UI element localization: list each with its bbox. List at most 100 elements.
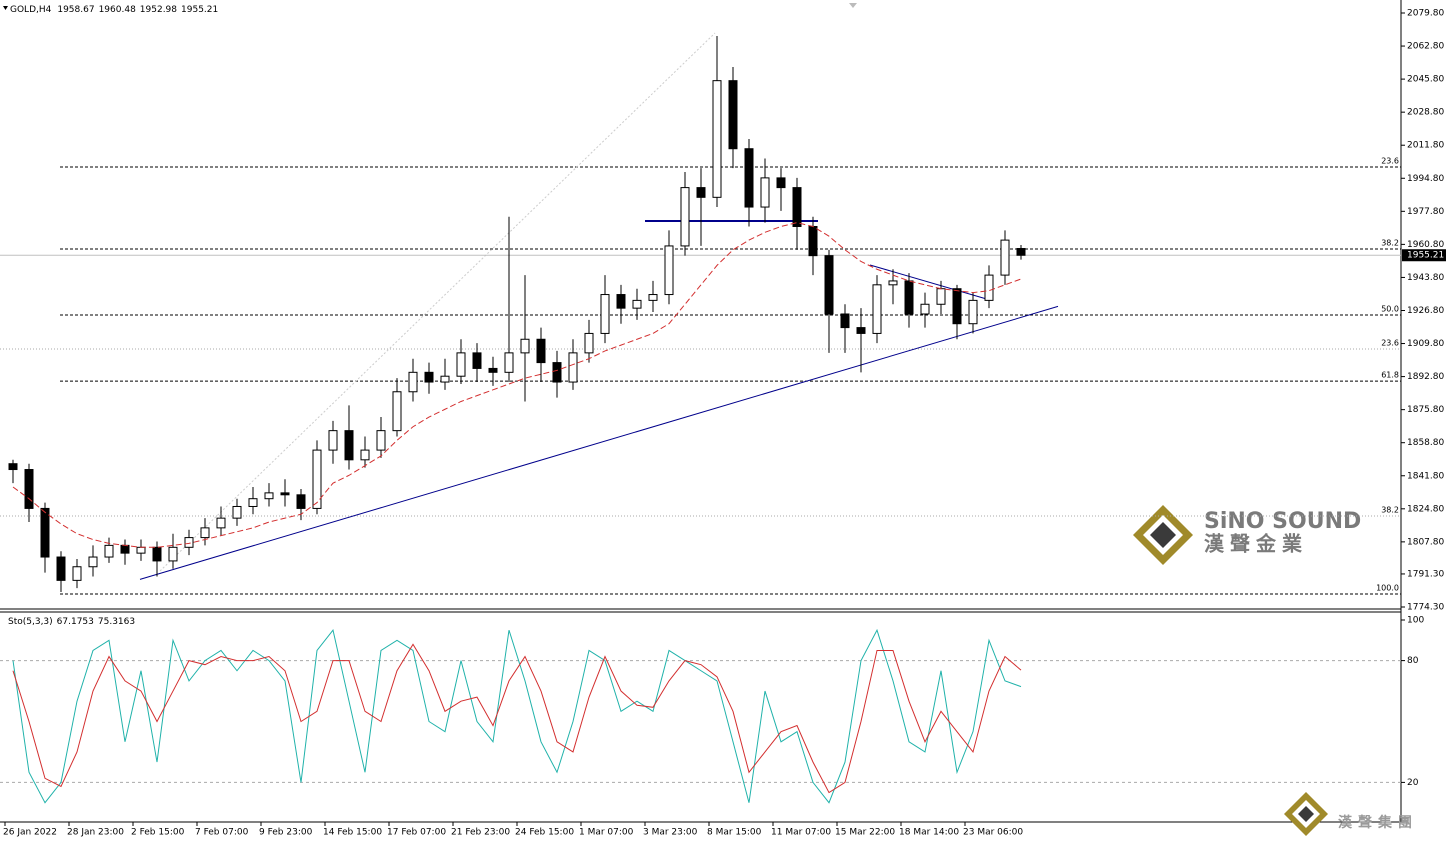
candle-body bbox=[584, 332, 594, 354]
y-tick-label: 1960.80 bbox=[1407, 240, 1444, 250]
candle-body bbox=[456, 352, 466, 377]
x-tick-label: 17 Feb 07:00 bbox=[387, 828, 446, 838]
x-tick-label: 7 Feb 07:00 bbox=[195, 828, 249, 838]
candle-body bbox=[664, 245, 674, 296]
candle-body bbox=[680, 187, 690, 247]
header: GOLD,H4 1958.67 1960.48 1952.98 1955.21 bbox=[10, 5, 218, 15]
candle-body bbox=[360, 449, 370, 461]
candle-body bbox=[40, 507, 50, 558]
y-tick-label: 1892.80 bbox=[1407, 372, 1444, 382]
y-tick-label: 1858.80 bbox=[1407, 438, 1444, 448]
trend-line bbox=[869, 264, 991, 301]
candle-body bbox=[488, 367, 498, 373]
brand: SiNO SOUND bbox=[1204, 509, 1361, 534]
candle-body bbox=[520, 338, 530, 354]
header-open: 1958.67 bbox=[57, 5, 94, 15]
candle-body bbox=[568, 352, 578, 383]
x-tick-label: 28 Jan 23:00 bbox=[67, 828, 124, 838]
fib-label: 23.6 bbox=[1381, 338, 1399, 347]
header-arrow bbox=[3, 6, 8, 10]
y-tick-label: 100 bbox=[1407, 616, 1424, 626]
logo-small: 漢聲集團 bbox=[1284, 792, 1418, 836]
candle-body bbox=[904, 280, 914, 315]
group-chinese: 漢聲集團 bbox=[1338, 814, 1418, 831]
candle-body bbox=[152, 546, 162, 562]
candle-body bbox=[24, 469, 34, 509]
candle-body bbox=[616, 294, 626, 309]
y-tick-label: 80 bbox=[1407, 656, 1419, 666]
candle-body bbox=[888, 280, 898, 286]
stoch-signal-value: 75.3163 bbox=[98, 617, 135, 627]
x-tick-label: 26 Jan 2022 bbox=[3, 828, 57, 838]
candle-body bbox=[504, 352, 514, 373]
fib-label: 38.2 bbox=[1381, 239, 1399, 248]
candle-body bbox=[440, 375, 450, 383]
candle-body bbox=[472, 352, 482, 369]
y-tick-label: 2028.80 bbox=[1407, 108, 1444, 118]
stochastic-line bbox=[12, 628, 1022, 804]
trend-line bbox=[139, 305, 1059, 580]
candle-body bbox=[776, 177, 786, 189]
candle-body bbox=[8, 463, 18, 471]
candle-body bbox=[536, 338, 546, 364]
candle-body bbox=[328, 430, 338, 451]
candle-body bbox=[984, 274, 994, 301]
candle-body bbox=[248, 498, 258, 507]
trend-line bbox=[159, 32, 716, 572]
y-tick-label: 2045.80 bbox=[1407, 75, 1444, 85]
moving-average bbox=[12, 222, 1022, 548]
candle-body bbox=[968, 299, 978, 325]
candle-body bbox=[856, 327, 866, 334]
y-tick-label: 1824.80 bbox=[1407, 504, 1444, 514]
y-tick-label: 2062.80 bbox=[1407, 42, 1444, 52]
price-tag-label: 1955.21 bbox=[1407, 251, 1444, 261]
symbol: GOLD,H4 bbox=[10, 5, 52, 15]
candle-body bbox=[264, 492, 274, 500]
price-tag bbox=[1402, 249, 1446, 262]
stoch-name: Sto(5,3,3) bbox=[8, 617, 53, 627]
x-tick-label: 23 Mar 06:00 bbox=[963, 828, 1023, 838]
candle-body bbox=[168, 546, 178, 562]
y-tick-label: 1994.80 bbox=[1407, 174, 1444, 184]
shift-marker bbox=[849, 3, 857, 8]
candle-body bbox=[296, 494, 306, 509]
y-tick-label: 2011.80 bbox=[1407, 141, 1444, 151]
x-tick-label: 9 Feb 23:00 bbox=[259, 828, 313, 838]
candle-body bbox=[920, 303, 930, 315]
candle-body bbox=[632, 299, 642, 309]
candle-body bbox=[120, 544, 130, 554]
candle-body bbox=[392, 391, 402, 432]
fib-label: 100.0 bbox=[1376, 583, 1399, 592]
candle-body bbox=[808, 225, 818, 257]
logo: SiNO SOUND 漢聲金業 bbox=[1133, 505, 1361, 565]
x-tick-label: 3 Mar 23:00 bbox=[643, 828, 698, 838]
candle-body bbox=[88, 556, 98, 568]
x-tick-label: 2 Feb 15:00 bbox=[131, 828, 185, 838]
candle-body bbox=[872, 284, 882, 334]
stoch-header: Sto(5,3,3) 67.1753 75.3163 bbox=[8, 617, 135, 627]
y-tick-label: 20 bbox=[1407, 778, 1419, 788]
candle-body bbox=[1016, 248, 1026, 256]
candle-body bbox=[424, 371, 434, 383]
candle-body bbox=[200, 527, 210, 539]
x-tick-label: 11 Mar 07:00 bbox=[771, 828, 831, 838]
fib-label: 38.2 bbox=[1381, 506, 1399, 515]
candle-body bbox=[56, 556, 66, 581]
stochastic-line bbox=[12, 643, 1022, 794]
candle-body bbox=[312, 449, 322, 509]
candle-body bbox=[376, 430, 386, 451]
candle-body bbox=[600, 294, 610, 334]
candle-body bbox=[824, 255, 834, 315]
y-tick-label: 1841.80 bbox=[1407, 471, 1444, 481]
plot-bg bbox=[0, 0, 1401, 842]
candle-body bbox=[840, 313, 850, 329]
candle-body bbox=[280, 492, 290, 496]
candle-body bbox=[792, 187, 802, 227]
candle-body bbox=[72, 566, 82, 581]
candle-body bbox=[712, 80, 722, 198]
y-tick-label: 1943.80 bbox=[1407, 273, 1444, 283]
candle-body bbox=[184, 537, 194, 548]
fib-label: 50.0 bbox=[1381, 304, 1399, 313]
candle-body bbox=[760, 177, 770, 208]
